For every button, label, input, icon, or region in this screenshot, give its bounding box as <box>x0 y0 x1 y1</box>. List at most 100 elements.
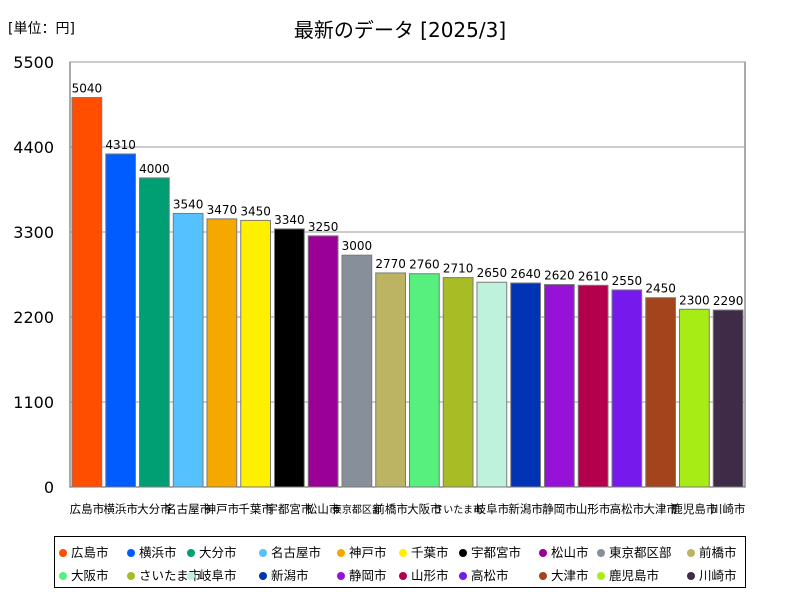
bar-value-label: 2770 <box>375 257 406 271</box>
x-tick-label: 鹿児島市 <box>671 502 717 516</box>
legend-swatch <box>459 548 467 557</box>
legend-item: 松山市 <box>539 542 589 561</box>
legend-label: 岐阜市 <box>199 568 237 583</box>
bar-value-label: 4000 <box>139 162 170 176</box>
legend-item: さいたま市 <box>127 565 201 584</box>
plot-area <box>69 61 746 488</box>
legend-swatch <box>337 571 345 580</box>
legend-swatch <box>187 571 195 580</box>
x-tick-label: 大分市 <box>137 502 172 516</box>
bar-value-label: 3470 <box>207 203 238 217</box>
legend-swatch <box>59 548 67 557</box>
legend-label: 広島市 <box>71 545 109 560</box>
x-tick-label: 東京都区部 <box>332 503 382 516</box>
bar-value-label: 2640 <box>510 267 541 281</box>
bar <box>307 235 339 488</box>
x-tick-label: 静岡市 <box>542 502 577 516</box>
legend-item: 静岡市 <box>337 565 387 584</box>
legend-label: 川崎市 <box>699 568 737 583</box>
legend-item: 岐阜市 <box>187 565 237 584</box>
legend-swatch <box>399 571 407 580</box>
legend-item: 横浜市 <box>127 542 177 561</box>
legend-swatch <box>337 548 345 557</box>
bar <box>206 218 238 488</box>
legend-swatch <box>127 548 135 557</box>
chart-legend: 広島市 横浜市 大分市 名古屋市 神戸市 千葉市 宇都宮市 松山市 東京都区部 前橋市大阪市 さいた… <box>54 536 746 588</box>
legend-label: 大津市 <box>551 568 589 583</box>
y-tick-label: 0 <box>44 478 54 497</box>
x-tick-label: 新潟市 <box>508 502 543 516</box>
y-tick-label: 4400 <box>13 138 54 157</box>
x-tick-label: 横浜市 <box>103 502 138 516</box>
bar <box>274 228 305 488</box>
legend-label: 高松市 <box>471 568 509 583</box>
bar-value-label: 5040 <box>72 82 103 96</box>
bar-chart: 0 1100 2200 3300 4400 5500 5040 広島市 4310 横浜市 4000 大… <box>13 53 746 516</box>
bar-value-label: 2300 <box>679 293 710 307</box>
bar <box>712 309 744 488</box>
legend-label: 東京都区部 <box>609 545 672 560</box>
legend-item: 千葉市 <box>399 542 449 561</box>
y-tick-label: 1100 <box>13 393 54 412</box>
x-tick-label: 高松市 <box>610 502 645 516</box>
legend-label: 大阪市 <box>71 568 109 583</box>
bar-value-label: 2610 <box>578 269 609 283</box>
legend-item: 宇都宮市 <box>459 542 521 561</box>
bar <box>611 289 643 488</box>
bar-value-label: 4310 <box>105 138 136 152</box>
legend-label: 横浜市 <box>139 545 177 560</box>
legend-item: 鹿児島市 <box>597 565 659 584</box>
legend-item: 広島市 <box>59 542 109 561</box>
legend-label: 山形市 <box>411 568 449 583</box>
y-tick-label: 2200 <box>13 308 54 327</box>
x-tick-label: 前橋市 <box>373 502 408 516</box>
bar <box>476 281 508 488</box>
legend-swatch <box>539 571 547 580</box>
legend-swatch <box>459 571 467 580</box>
legend-label: 大分市 <box>199 545 237 560</box>
x-tick-label: さいたま市 <box>433 503 483 516</box>
x-tick-label: 広島市 <box>70 502 105 516</box>
bar-value-label: 3250 <box>308 220 339 234</box>
legend-swatch <box>59 571 67 580</box>
bar-value-label: 3540 <box>173 197 204 211</box>
bar-value-label: 3000 <box>342 239 373 253</box>
legend-label: 名古屋市 <box>271 545 322 560</box>
legend-label: さいたま市 <box>139 568 202 583</box>
legend-item: 名古屋市 <box>259 542 321 561</box>
x-tick-label: 岐阜市 <box>475 502 510 516</box>
legend-label: 宇都宮市 <box>471 545 522 560</box>
legend-swatch <box>597 571 605 580</box>
legend-swatch <box>259 548 267 557</box>
bar <box>139 177 170 488</box>
bar <box>240 219 271 488</box>
legend-swatch <box>539 548 547 557</box>
chart-title: 最新のデータ [2025/3] <box>293 18 507 42</box>
bar <box>577 284 609 488</box>
legend-item: 神戸市 <box>337 542 387 561</box>
bar-value-label: 2650 <box>477 266 508 280</box>
bar-value-label: 2620 <box>544 269 575 283</box>
legend-swatch <box>259 571 267 580</box>
legend-swatch <box>399 548 407 557</box>
bar <box>71 97 103 488</box>
bar <box>341 254 373 488</box>
legend-swatch <box>687 571 695 580</box>
bar <box>172 212 204 488</box>
x-tick-label: 千葉市 <box>238 502 273 516</box>
legend-item: 高松市 <box>459 565 509 584</box>
bar <box>679 308 710 488</box>
legend-item: 前橋市 <box>687 542 737 561</box>
bar-value-label: 2710 <box>443 262 474 276</box>
x-tick-label: 山形市 <box>576 502 611 516</box>
legend-item: 新潟市 <box>259 565 309 584</box>
x-tick-label: 大津市 <box>643 502 678 516</box>
legend-item: 大分市 <box>187 542 237 561</box>
x-tick-label: 松山市 <box>306 502 341 516</box>
bar <box>375 272 406 488</box>
legend-item: 東京都区部 <box>597 542 672 561</box>
x-tick-label: 宇都宮市 <box>266 502 312 516</box>
legend-label: 千葉市 <box>411 545 449 560</box>
legend-label: 松山市 <box>551 545 589 560</box>
bar <box>645 297 676 488</box>
